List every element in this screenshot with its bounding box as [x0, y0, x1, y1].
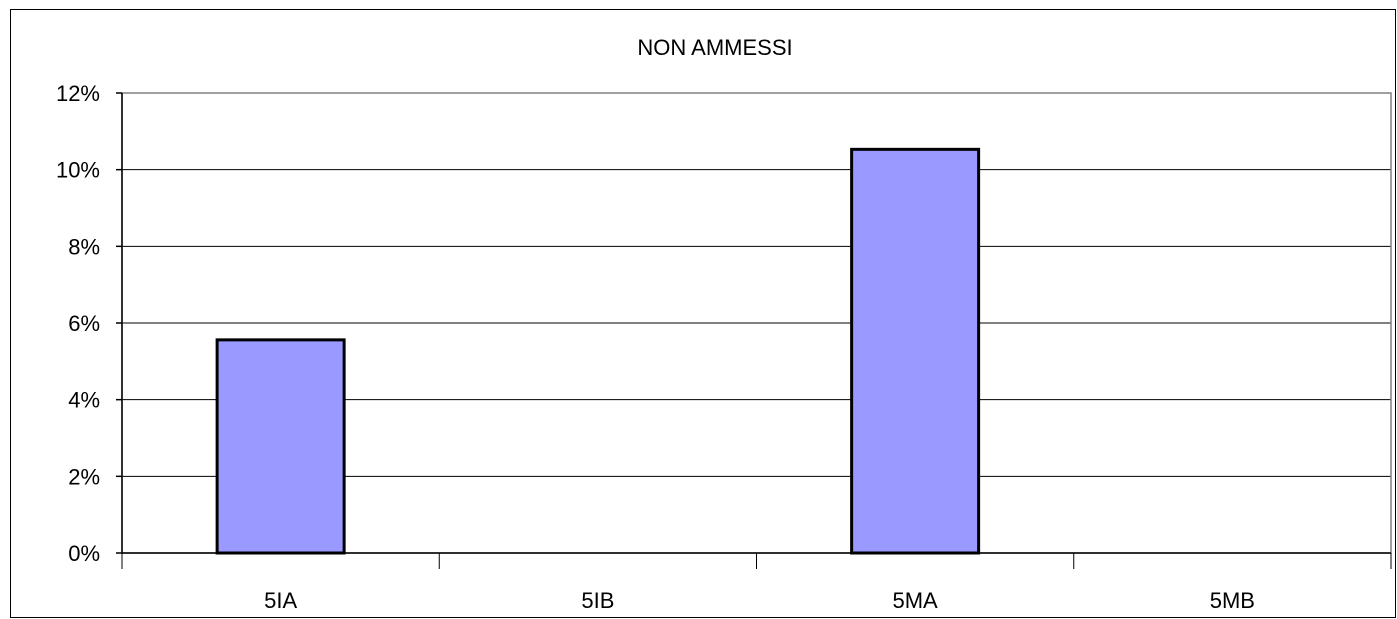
- y-tick-label: 6%: [68, 311, 100, 336]
- x-tick-labels: 5IA 5IB 5MA 5MB: [264, 588, 1255, 613]
- y-tick-labels: 0% 2% 4% 6% 8% 10% 12%: [56, 81, 100, 566]
- y-tick-label: 10%: [56, 158, 100, 183]
- y-tick-label: 12%: [56, 81, 100, 106]
- axes: [116, 92, 1392, 569]
- bar-5ma: [850, 147, 981, 555]
- y-tick-label: 2%: [68, 464, 100, 489]
- y-tick-label: 0%: [68, 541, 100, 566]
- chart-title: NON AMMESSI: [637, 35, 792, 60]
- bar-5ia: [215, 338, 346, 555]
- bars: [215, 147, 981, 555]
- x-tick-label: 5MA: [893, 588, 939, 613]
- y-tick-label: 4%: [68, 388, 100, 413]
- x-tick-label: 5IB: [581, 588, 614, 613]
- x-tick-label: 5IA: [264, 588, 297, 613]
- x-tick-label: 5MB: [1210, 588, 1255, 613]
- y-tick-label: 8%: [68, 234, 100, 259]
